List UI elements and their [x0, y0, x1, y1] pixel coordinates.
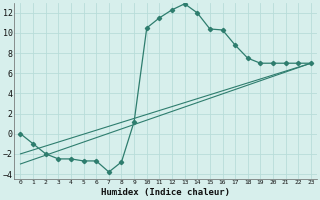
X-axis label: Humidex (Indice chaleur): Humidex (Indice chaleur) — [101, 188, 230, 197]
